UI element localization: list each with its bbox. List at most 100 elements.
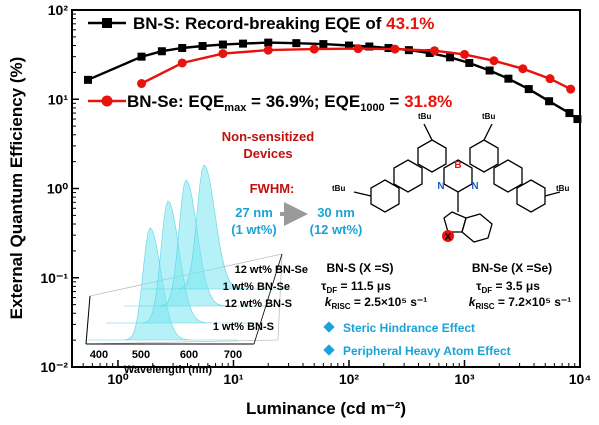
wavelength-tick-400: 400 xyxy=(90,349,108,361)
fwhm-right-cond: (12 wt%) xyxy=(310,222,363,237)
boron-atom: B xyxy=(454,160,461,171)
fwhm-label: FWHM: xyxy=(250,181,295,196)
inset-title-line2: Devices xyxy=(243,146,292,161)
bns-krisc: kRISC = 2.5×10⁵ s⁻¹ xyxy=(325,295,428,311)
data-point-bn-se xyxy=(309,44,319,54)
series-bnse xyxy=(137,44,576,94)
y-axis-ticks: 10⁻² 10⁻¹ 10⁰ 10¹ 10² xyxy=(40,2,79,375)
x-axis-label: Luminance (cd m⁻²) xyxy=(246,399,406,418)
y-axis-label: External Quantum Efficiency (%) xyxy=(7,57,26,320)
spectrum-label-1wt-bnse: 1 wt% BN-Se xyxy=(223,281,290,293)
data-point-bn-s xyxy=(565,109,574,118)
left-outer-ring xyxy=(370,179,400,213)
bnse-title: BN-Se (X =Se) xyxy=(472,261,552,275)
effects-list: Steric Hindrance Effect Peripheral Heavy… xyxy=(323,321,511,358)
data-point-bn-se xyxy=(566,84,576,94)
data-point-bn-se xyxy=(218,49,228,59)
data-point-bn-se xyxy=(430,46,440,56)
data-point-bn-s xyxy=(198,42,207,51)
fwhm-right-value: 30 nm xyxy=(317,205,355,220)
bond-tbu-left xyxy=(423,123,433,141)
data-point-bn-s xyxy=(264,38,273,47)
data-point-bn-se xyxy=(353,44,363,54)
effect-bullet-icon xyxy=(323,321,335,333)
data-point-bn-s xyxy=(178,44,187,53)
nitrogen-right: N xyxy=(471,181,478,192)
wavelength-tick-600: 600 xyxy=(180,349,198,361)
data-point-bn-s xyxy=(573,115,582,124)
data-point-bn-s xyxy=(365,42,374,51)
right-outer-ring xyxy=(516,179,546,213)
wavelength-tick-700: 700 xyxy=(224,349,242,361)
tbu-label-top-left: tBu xyxy=(418,112,431,121)
emission-spectra-inset: 400 500 600 700 Wavelength (nm) 12 wt% B… xyxy=(85,164,308,376)
y-tick-label: 10² xyxy=(48,2,69,18)
spectrum-label-1wt-bns: 1 wt% BN-S xyxy=(213,321,274,333)
bns-tau: τDF = 11.5 μs xyxy=(321,279,391,295)
fwhm-left-value: 27 nm xyxy=(235,205,273,220)
x-tick-label: 10² xyxy=(339,371,360,387)
effect-bullet-icon xyxy=(323,344,335,356)
chalcogen-atom-marker xyxy=(442,230,454,242)
bond-tbu-right xyxy=(483,123,493,141)
data-point-bn-s xyxy=(425,48,434,57)
data-point-bn-se xyxy=(518,64,528,74)
data-point-bn-s xyxy=(239,39,248,48)
data-point-bn-s xyxy=(292,39,301,48)
effect-steric: Steric Hindrance Effect xyxy=(343,321,475,335)
bnse-tau: τDF = 3.5 μs xyxy=(476,279,540,295)
tbu-label-top-right: tBu xyxy=(482,112,495,121)
molecule-structure xyxy=(353,123,561,243)
bond-tbu-far-left xyxy=(353,191,372,197)
emission-spectrum-4 xyxy=(142,164,292,290)
data-point-bn-s xyxy=(137,52,146,61)
data-point-bn-s xyxy=(319,40,328,49)
right-carbazole-ring xyxy=(493,159,523,193)
data-point-bn-s xyxy=(83,75,92,84)
x-tick-label: 10⁰ xyxy=(107,371,129,387)
x-tick-label: 10⁴ xyxy=(569,371,592,387)
data-point-bn-se xyxy=(263,45,273,55)
legend-entry-bnse: BN-Se: EQEmax = 36.9%; EQE1000 = 31.8% xyxy=(127,92,452,114)
effect-heavy-atom: Peripheral Heavy Atom Effect xyxy=(343,344,511,358)
photophysical-properties: BN-S (X =S) τDF = 11.5 μs kRISC = 2.5×10… xyxy=(321,261,571,311)
depth-axis xyxy=(85,295,91,345)
data-point-bn-s xyxy=(545,97,554,106)
thiophene-ring xyxy=(443,211,467,233)
left-carbazole-ring xyxy=(393,159,423,193)
data-point-bn-s xyxy=(157,47,166,56)
legend-marker-bns xyxy=(102,18,112,28)
y-tick-label: 10¹ xyxy=(48,91,69,107)
data-point-bn-s xyxy=(524,85,533,94)
y-tick-label: 10⁻² xyxy=(40,359,68,375)
legend-marker-bnse xyxy=(101,95,113,107)
data-point-bn-se xyxy=(137,79,147,89)
legend: BN-S: Record-breaking EQE of 43.1% BN-Se… xyxy=(88,14,452,114)
bns-title: BN-S (X =S) xyxy=(326,261,393,275)
wavelength-tick-500: 500 xyxy=(132,349,150,361)
data-point-bn-se xyxy=(459,49,469,59)
y-tick-label: 10⁰ xyxy=(47,181,69,197)
data-point-bn-se xyxy=(177,58,187,68)
legend-entry-bns: BN-S: Record-breaking EQE of 43.1% xyxy=(133,14,434,33)
data-point-bn-se xyxy=(390,44,400,54)
data-point-bn-s xyxy=(218,40,227,49)
y-tick-label: 10⁻¹ xyxy=(40,270,68,286)
spectra-side-edge xyxy=(253,253,283,345)
wavelength-label: Wavelength (nm) xyxy=(124,364,213,376)
data-point-bn-se xyxy=(489,56,499,66)
nitrogen-left: N xyxy=(437,181,444,192)
spectrum-label-12wt-bns: 12 wt% BN-S xyxy=(225,298,292,310)
fwhm-left-cond: (1 wt%) xyxy=(231,222,277,237)
data-point-bn-se xyxy=(545,74,555,84)
data-point-bn-s xyxy=(344,41,353,50)
inset-title-line1: Non-sensitized xyxy=(222,129,315,144)
chalcogen-atom-label: X xyxy=(445,232,452,243)
spectra-curves xyxy=(88,164,292,341)
x-tick-label: 10³ xyxy=(454,371,475,387)
spectrum-label-12wt-bnse: 12 wt% BN-Se xyxy=(235,264,308,276)
bnse-krisc: kRISC = 7.2×10⁵ s⁻¹ xyxy=(469,295,572,311)
data-point-bn-s xyxy=(485,66,494,75)
left-upper-ring xyxy=(417,139,447,173)
